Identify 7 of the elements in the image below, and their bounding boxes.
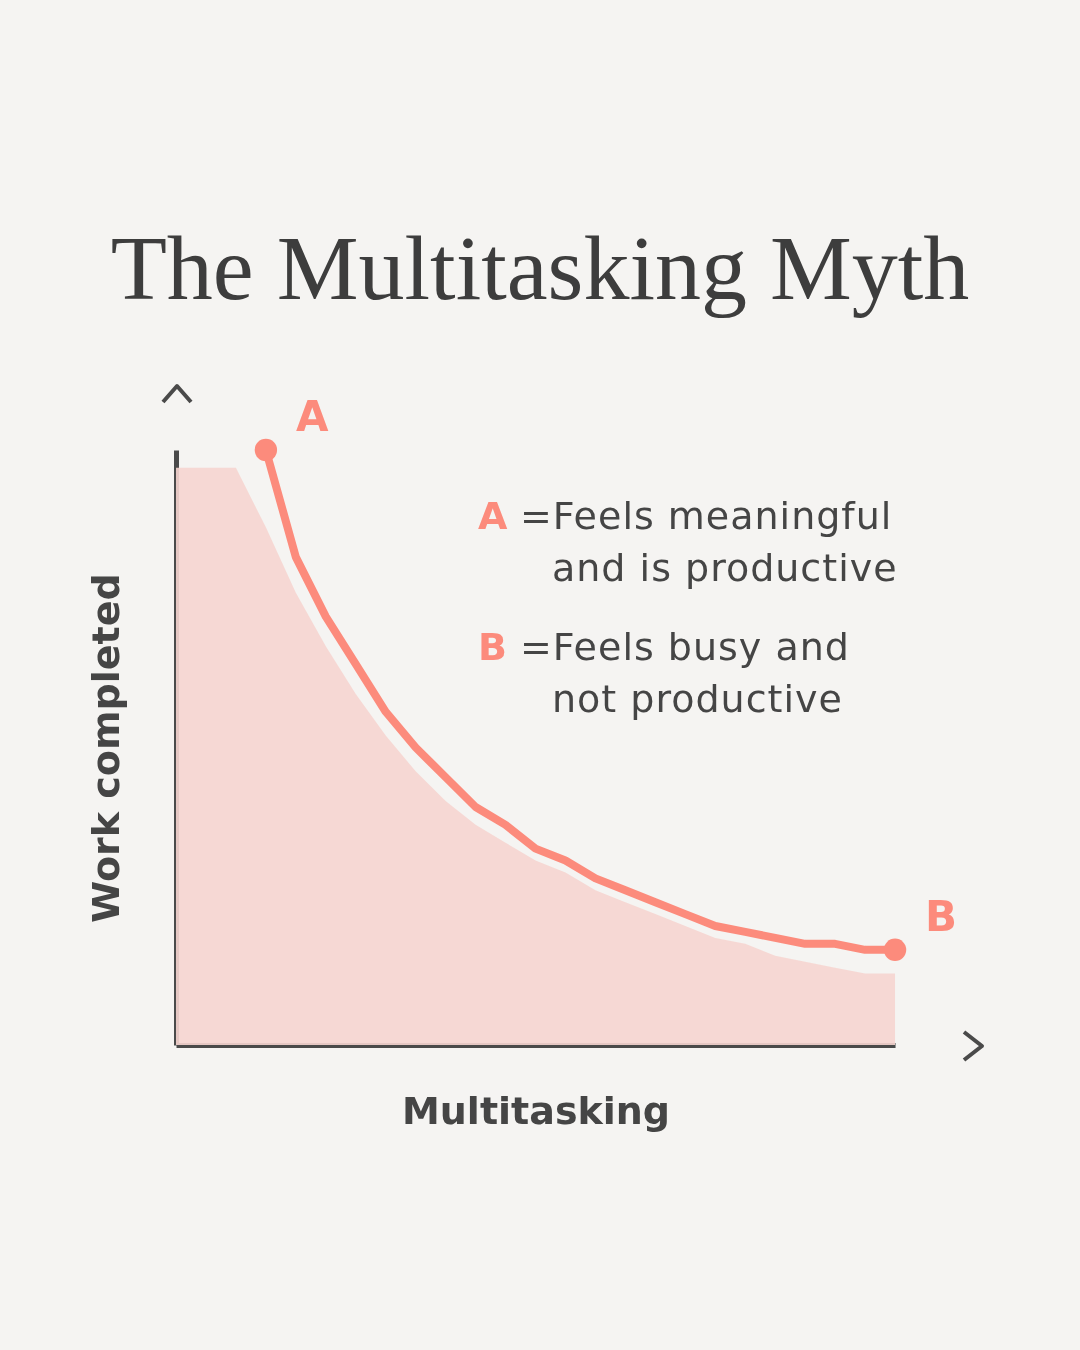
annotation: B =Feels busy and not productive: [478, 624, 851, 723]
text: A: [295, 392, 329, 441]
y-axis-title: Work completed: [83, 573, 128, 923]
text: B: [925, 891, 958, 941]
chart-title: The Multitasking Myth: [109, 216, 971, 321]
annotation: A =Feels meaningful and is productive: [478, 493, 899, 592]
x-axis-title: Multitasking: [401, 1088, 671, 1133]
